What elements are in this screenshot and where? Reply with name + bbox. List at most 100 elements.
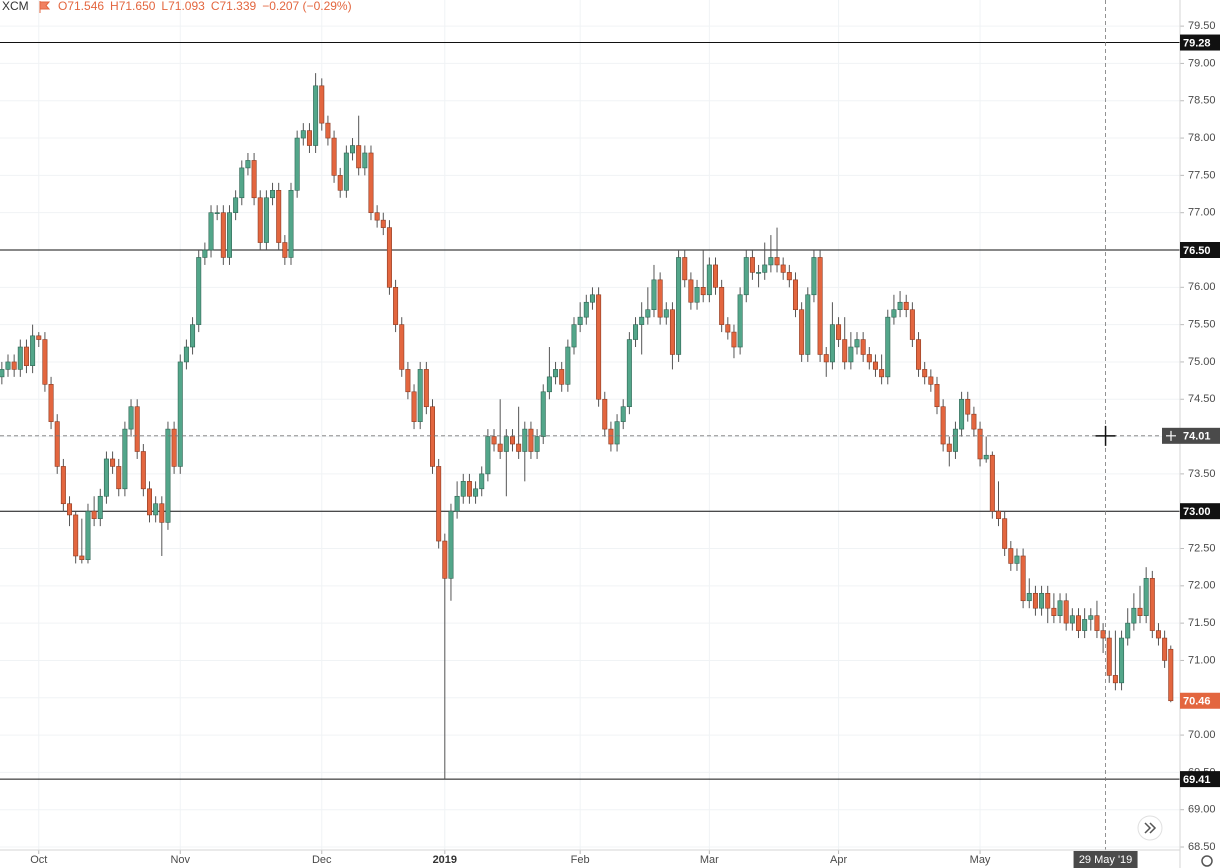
candle-body	[196, 257, 202, 325]
candle-body	[860, 339, 866, 355]
candle-body	[626, 339, 632, 408]
candle-body	[270, 189, 276, 199]
candle-body	[337, 175, 343, 191]
candle-body	[159, 503, 165, 523]
candle-body	[879, 369, 885, 378]
candle-body	[528, 428, 534, 452]
candle-body	[282, 242, 288, 258]
candle-body	[583, 301, 589, 318]
candle-body	[350, 145, 356, 154]
candle-body	[983, 454, 989, 460]
candle-body	[442, 540, 448, 579]
header-value: H71.650	[110, 0, 156, 13]
level-tag	[1180, 34, 1220, 51]
candle-body	[1106, 637, 1112, 676]
candle-body	[1051, 607, 1057, 616]
y-tick-label: 77.00	[1188, 207, 1216, 219]
candle-body	[725, 324, 731, 333]
y-tick-label: 78.00	[1188, 132, 1216, 144]
candle-body	[306, 130, 312, 146]
candle-body	[928, 376, 934, 385]
candle-body	[713, 264, 719, 288]
candle-body	[669, 309, 675, 355]
candle-body	[885, 316, 891, 378]
scroll-icon[interactable]	[1144, 822, 1157, 834]
candle-body	[1088, 615, 1094, 620]
candle-body	[79, 555, 85, 561]
crosshair-price-tag	[1162, 427, 1220, 444]
candle-body	[0, 369, 5, 378]
candle-body	[1168, 648, 1174, 702]
candle-body	[1082, 619, 1088, 631]
candle-body	[663, 309, 669, 318]
candle-body	[940, 406, 946, 445]
candle-body	[110, 458, 116, 467]
candle-body	[331, 137, 337, 176]
candle-body	[1057, 600, 1063, 616]
candle-body	[276, 189, 282, 243]
candle-body	[897, 301, 903, 311]
candle-body	[620, 406, 626, 422]
candle-body	[934, 384, 940, 408]
candle-body	[134, 406, 140, 452]
candle-body	[916, 339, 922, 370]
candle-body	[866, 354, 872, 363]
candle-body	[479, 473, 485, 490]
candle-body	[540, 391, 546, 437]
y-tick-label: 74.50	[1188, 393, 1216, 405]
candle-body	[503, 436, 509, 452]
candle-body	[183, 346, 189, 363]
candle-body	[1069, 615, 1075, 624]
candle-body	[202, 249, 208, 258]
candle-body	[208, 212, 214, 251]
y-tick-label: 72.50	[1188, 542, 1216, 554]
candle-body	[1094, 615, 1100, 631]
candle-body	[842, 339, 848, 363]
candle-body	[374, 212, 380, 221]
level-tag	[1180, 771, 1220, 788]
gear-icon[interactable]	[1201, 855, 1213, 867]
y-tick-label: 73.50	[1188, 468, 1216, 480]
candle-body	[251, 160, 257, 199]
candle-body	[214, 212, 220, 214]
candle-body	[780, 264, 786, 273]
crosshair-plus	[1166, 430, 1176, 441]
candle-body	[485, 436, 491, 475]
candle-body	[73, 514, 79, 557]
settings-button[interactable]	[1201, 855, 1213, 867]
candle-body	[909, 309, 915, 340]
header-value: L71.093	[161, 0, 205, 13]
candle-body	[1125, 622, 1131, 639]
candle-body	[17, 346, 23, 370]
candle-body	[756, 272, 762, 274]
candle-body	[996, 510, 1002, 519]
scroll-button[interactable]	[1137, 815, 1163, 841]
candle-body	[1075, 615, 1081, 631]
candle-body	[417, 369, 423, 422]
candle-body	[171, 428, 177, 467]
candle-body	[682, 257, 688, 281]
candle-body	[546, 376, 552, 393]
candle-body	[836, 324, 842, 340]
candle-body	[1008, 548, 1014, 564]
candle-body	[67, 503, 73, 516]
candle-body	[706, 264, 712, 296]
candle-body	[509, 436, 515, 445]
candle-body	[146, 488, 152, 516]
candle-body	[577, 316, 583, 325]
candle-body	[1100, 630, 1106, 639]
x-tick-label: Mar	[700, 854, 719, 866]
candle-body	[325, 122, 331, 139]
candle-body	[1162, 637, 1168, 661]
candle-body	[122, 428, 128, 490]
candle-body	[60, 466, 66, 505]
candle-body	[436, 466, 442, 542]
candle-body	[393, 287, 399, 325]
candle-body	[1143, 578, 1149, 616]
candle-body	[300, 130, 306, 139]
candle-body	[399, 324, 405, 370]
flag-icon[interactable]	[39, 1, 51, 13]
candle-body	[516, 443, 522, 452]
candle-body	[737, 294, 743, 348]
